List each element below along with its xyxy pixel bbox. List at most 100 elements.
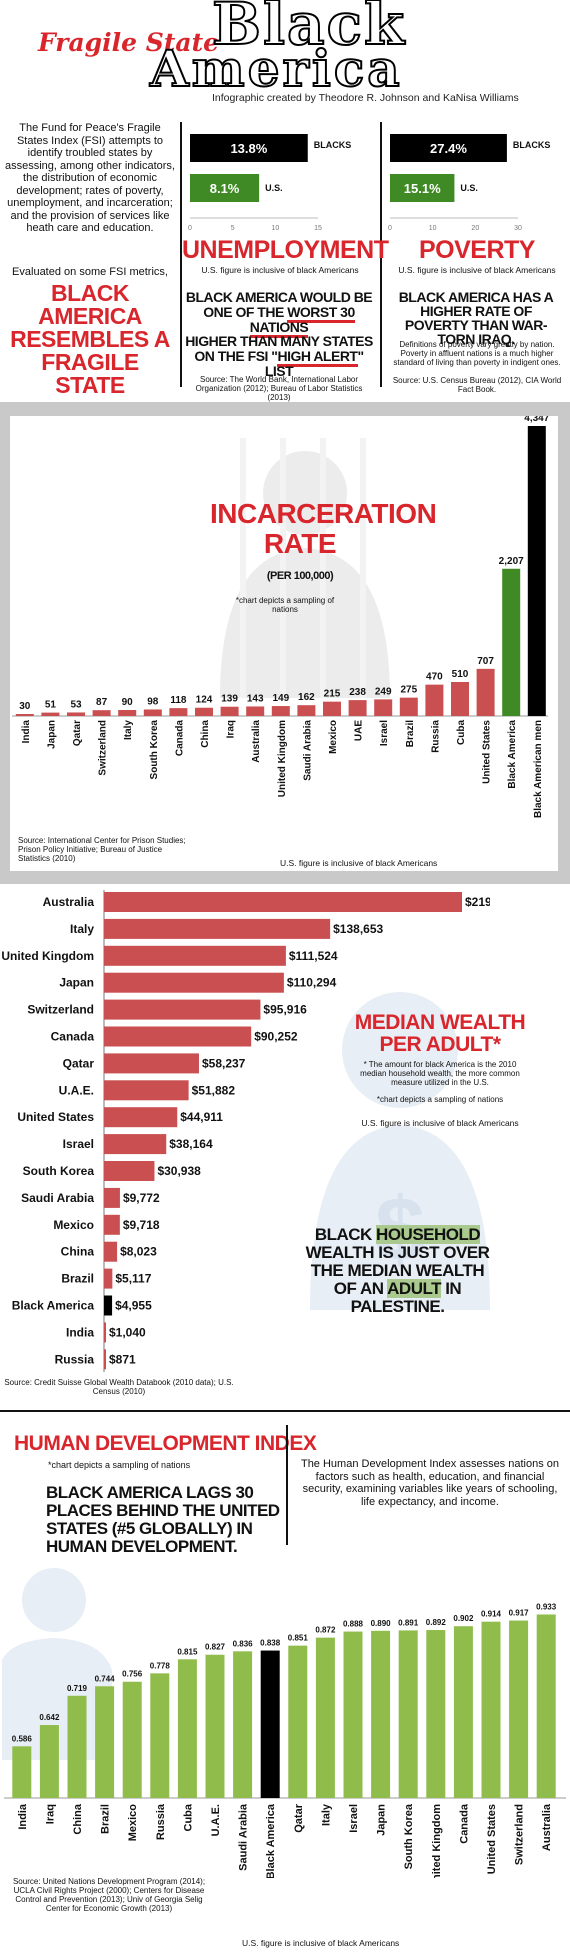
hdi-category-label: Australia (541, 1803, 553, 1851)
hdi-description: The Human Development Index assesses nat… (300, 1458, 560, 1508)
hdi-value-label: 0.836 (233, 1639, 254, 1648)
hdi-value-label: 0.815 (177, 1647, 198, 1656)
incarceration-bar-switzerland (92, 710, 111, 716)
wealth-bar-south-korea (104, 1161, 155, 1181)
poverty-source: Source: U.S. Census Bureau (2012), CIA W… (392, 376, 562, 394)
wealth-bar-united-kingdom (104, 945, 286, 966)
incarceration-value-label: 90 (122, 697, 134, 708)
hdi-value-label: 0.586 (12, 1734, 33, 1743)
unemployment-bar-blacks (190, 134, 308, 162)
hdi-value-label: 0.892 (426, 1618, 447, 1627)
incarceration-category-label: Mexico (328, 720, 339, 754)
wealth-note-1: * The amount for black America is the 20… (360, 1060, 520, 1087)
wealth-bar-mexico (104, 1214, 120, 1235)
incarceration-value-label: 53 (70, 699, 82, 710)
poverty-bar-blacks (390, 134, 507, 162)
poverty-statement: BLACK AMERICA HAS A HIGHER RATE OF POVER… (398, 289, 554, 347)
incarceration-value-label: 149 (272, 693, 289, 704)
hdi-title: HUMAN DEVELOPMENT INDEX (14, 1432, 317, 1455)
wealth-bar-qatar (104, 1053, 199, 1074)
incarceration-category-label: Russia (430, 720, 441, 753)
wealth-value-label: $111,524 (289, 949, 338, 963)
incarceration-value-label: 87 (96, 697, 108, 708)
poverty-category-label: U.S. (460, 183, 478, 193)
hdi-bar-united-states (481, 1621, 501, 1798)
incarceration-bar-brazil (399, 697, 418, 716)
incarceration-category-label: Black America (507, 720, 518, 789)
wealth-value-label: $219,505 (465, 895, 490, 909)
hdi-category-label: United States (486, 1804, 498, 1874)
incarceration-section: INCARCERATION RATE (PER 100,000) *chart … (0, 402, 570, 884)
incarceration-value-label: 215 (324, 689, 341, 700)
poverty-category-label: BLACKS (513, 140, 551, 150)
wealth-us-note: U.S. figure is inclusive of black Americ… (361, 1118, 519, 1128)
wealth-category-label: South Korea (23, 1164, 95, 1178)
incarceration-category-label: Italy (123, 720, 134, 740)
wealth-value-label: $30,938 (157, 1164, 201, 1178)
hdi-value-label: 0.902 (453, 1614, 474, 1623)
wealth-category-label: Japan (59, 976, 94, 990)
hdi-value-label: 0.891 (398, 1618, 419, 1627)
wealth-category-label: China (61, 1245, 95, 1259)
wealth-bar-canada (104, 1026, 252, 1047)
title-america: America (149, 39, 403, 98)
incarceration-value-label: 470 (426, 672, 443, 683)
hdi-value-label: 0.851 (288, 1634, 309, 1643)
incarceration-bar-black-america (502, 568, 521, 716)
fragile-state-kicker: Fragile State (38, 28, 220, 57)
wealth-bar-brazil (104, 1268, 113, 1289)
incarceration-note: *chart depicts a sampling of nations (235, 596, 335, 614)
hdi-category-label: United Kingdom (431, 1804, 443, 1878)
hdi-category-label: Brazil (100, 1804, 112, 1834)
incarceration-panel: INCARCERATION RATE (PER 100,000) *chart … (10, 416, 558, 871)
incarceration-value-label: 510 (452, 669, 469, 680)
hdi-category-label: India (17, 1803, 29, 1830)
hdi-bar-australia (536, 1614, 556, 1798)
wealth-statement: BLACK HOUSEHOLD WEALTH IS JUST OVER THE … (300, 1225, 495, 1316)
hdi-category-label: Israel (348, 1804, 360, 1833)
incarceration-bar-south-korea (143, 709, 162, 716)
hdi-bar-saudi-arabia (233, 1651, 253, 1798)
unemployment-bar-u-s (190, 174, 260, 202)
unemployment-tick-label: 0 (188, 225, 192, 232)
incarceration-chart: 30 India 51 Japan 53 Qatar 87 Switzerland 90 Ital… (12, 416, 550, 818)
wealth-bar-israel (104, 1134, 167, 1155)
hdi-category-label: South Korea (403, 1803, 415, 1869)
incarceration-category-label: UAE (354, 720, 365, 741)
unemployment-statement-1: BLACK AMERICA WOULD BE ONE OF THE WORST … (184, 290, 374, 338)
hdi-value-label: 0.890 (371, 1619, 392, 1628)
hdi-bar-cuba (177, 1659, 197, 1798)
wealth-note-2: *chart depicts a sampling of nations (376, 1095, 504, 1104)
wealth-bar-switzerland (104, 999, 261, 1020)
hdi-value-label: 0.719 (67, 1684, 88, 1693)
intro-evaluated: Evaluated on some FSI metrics, (12, 266, 168, 278)
incarceration-bar-saudi-arabia (297, 705, 316, 716)
wealth-bar-australia (104, 892, 462, 912)
hdi-bar-iraq (39, 1725, 59, 1798)
incarceration-bar-united-states (476, 668, 495, 716)
hdi-category-label: Switzerland (514, 1804, 526, 1865)
incarceration-bar-canada (169, 708, 188, 716)
poverty-tick-label: 20 (471, 225, 479, 232)
incarceration-bar-israel (374, 699, 393, 716)
hdi-value-label: 0.872 (315, 1626, 336, 1635)
wealth-source: Source: Credit Suisse Global Wealth Data… (4, 1378, 234, 1396)
wealth-category-label: Australia (43, 895, 95, 909)
title-black: Black (211, 0, 407, 58)
wealth-bar-italy (104, 918, 331, 939)
wealth-statement-d: ADULT (387, 1279, 441, 1298)
incarceration-bar-united-kingdom (271, 706, 290, 716)
wealth-value-label: $110,294 (287, 976, 337, 990)
wealth-value-label: $4,955 (115, 1299, 152, 1313)
credit-line: Infographic created by Theodore R. Johns… (212, 92, 519, 104)
wealth-category-label: Brazil (61, 1272, 94, 1286)
wealth-category-label: Italy (70, 922, 94, 936)
incarceration-bar-black-american-men (527, 426, 546, 716)
poverty-note: U.S. figure is inclusive of black Americ… (398, 265, 556, 275)
unemployment-category-label: U.S. (265, 183, 283, 193)
incarceration-bar-japan (41, 712, 60, 716)
poverty-tick-label: 10 (429, 225, 437, 232)
wealth-value-label: $95,916 (263, 1003, 307, 1017)
incarceration-category-label: Australia (251, 720, 262, 763)
incarceration-category-label: Qatar (72, 720, 83, 746)
